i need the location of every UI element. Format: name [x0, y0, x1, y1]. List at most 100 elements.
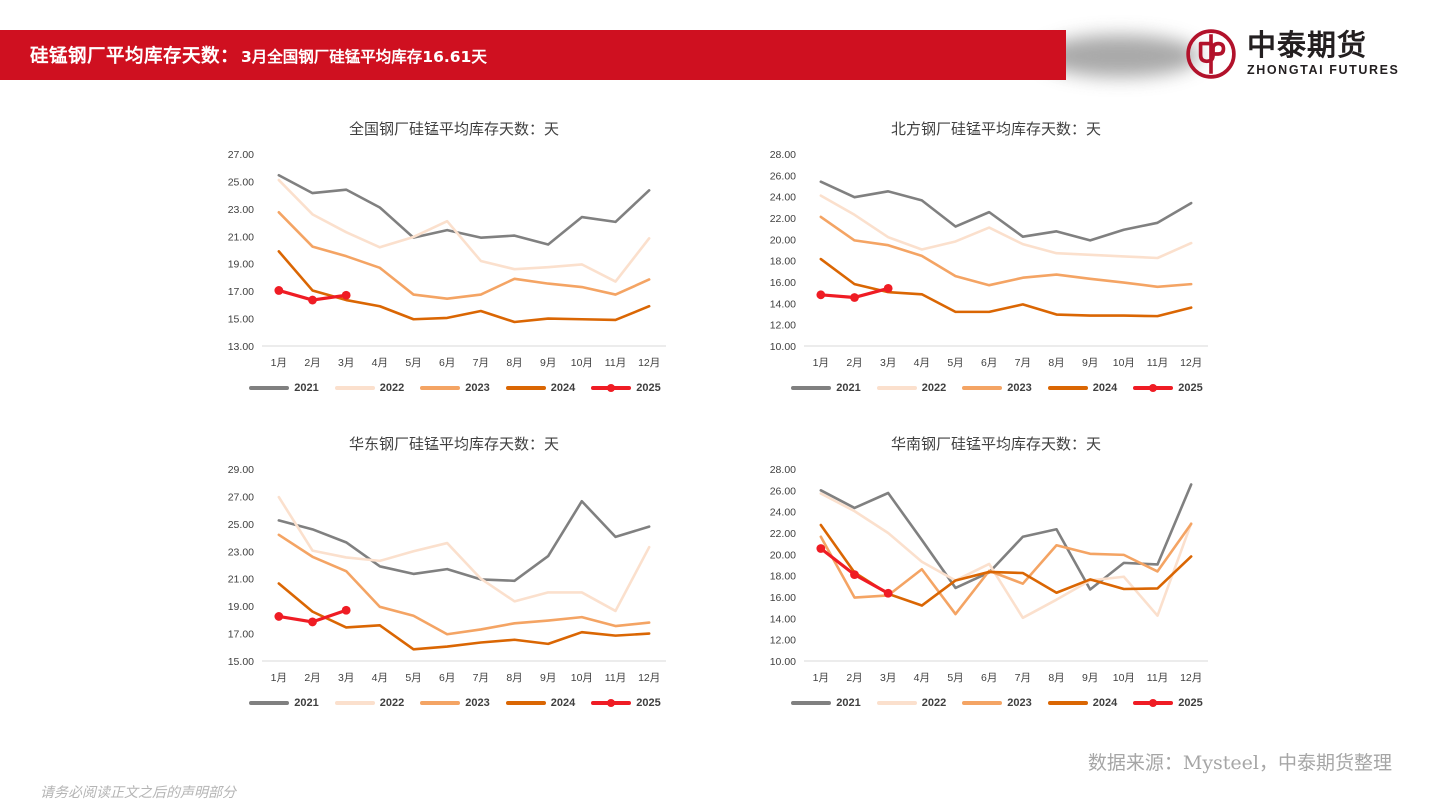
x-axis-tick-label: 7月 [473, 672, 489, 684]
legend-label-2023: 2023 [1007, 382, 1032, 394]
legend-item-2024[interactable]: 2024 [1047, 697, 1118, 709]
legend-item-2025[interactable]: 2025 [1133, 382, 1203, 394]
y-axis-tick-label: 21.00 [228, 574, 254, 586]
legend-item-2021[interactable]: 2021 [791, 382, 861, 394]
legend-swatch-2025 [591, 386, 632, 390]
legend-item-2022[interactable]: 2022 [334, 697, 404, 709]
legend-item-2022[interactable]: 2022 [876, 697, 946, 709]
x-axis-tick-label: 7月 [1015, 672, 1031, 684]
legend-label-2021: 2021 [836, 697, 861, 709]
legend-item-2024[interactable]: 2024 [1047, 382, 1117, 394]
legend-swatch-2021 [249, 701, 290, 705]
x-axis-tick-label: 10月 [1113, 357, 1135, 369]
legend-item-2021[interactable]: 2021 [249, 382, 319, 394]
y-axis-tick-label: 15.00 [228, 656, 254, 668]
y-axis-tick-label: 24.00 [770, 507, 796, 519]
legend-label-2025: 2025 [1178, 697, 1203, 709]
x-axis-tick-label: 1月 [813, 672, 829, 684]
y-axis-tick-label: 20.00 [770, 549, 796, 561]
y-axis-tick-label: 15.00 [228, 314, 254, 326]
series-line-2023 [819, 522, 1193, 616]
x-axis-tick-label: 12月 [1180, 357, 1202, 369]
legend-label-2024: 2024 [1092, 697, 1118, 709]
legend-item-2024[interactable]: 2024 [505, 382, 575, 394]
x-axis-tick-label: 3月 [338, 672, 354, 684]
series-marker-2025 [341, 605, 351, 615]
legend-item-2021[interactable]: 2021 [249, 697, 319, 709]
legend-label-2021: 2021 [294, 697, 319, 709]
y-axis-tick-label: 13.00 [228, 341, 254, 353]
chart-title: 华东钢厂硅锰平均库存天数：天 [348, 435, 559, 453]
legend-swatch-2024 [505, 701, 546, 705]
series-marker-2025 [308, 295, 317, 305]
x-axis-tick-label: 9月 [1082, 672, 1098, 684]
chart-legend: 2021 2022 2023 2024 2025 [742, 697, 1222, 709]
x-axis-tick-label: 6月 [439, 357, 455, 369]
legend-item-2025[interactable]: 2025 [1133, 697, 1203, 709]
legend-swatch-2022 [334, 386, 375, 390]
legend-label-2023: 2023 [465, 382, 490, 394]
y-axis-tick-label: 23.00 [228, 204, 254, 216]
legend-item-2022[interactable]: 2022 [876, 382, 946, 394]
line-chart-plot: 13.00 15.00 17.00 19.00 21.00 23.00 25.00 27.00… [228, 149, 666, 369]
series-line-2023 [277, 533, 651, 636]
legend-item-2024[interactable]: 2024 [505, 697, 576, 709]
legend-swatch-2021 [791, 386, 832, 390]
x-axis-tick-label: 8月 [506, 357, 522, 369]
x-axis-tick-label: 4月 [914, 672, 930, 684]
x-axis-tick-label: 8月 [1048, 357, 1064, 369]
legend-item-2025[interactable]: 2025 [591, 382, 661, 394]
series-line-2024 [819, 257, 1193, 318]
series-line-2022 [277, 178, 651, 283]
legend-swatch-2025 [1133, 386, 1174, 390]
legend-item-2022[interactable]: 2022 [334, 382, 405, 394]
series-line-2023 [277, 210, 651, 300]
y-axis-tick-label: 12.00 [770, 635, 796, 647]
zhongtai-circle-logo-icon [1186, 29, 1236, 79]
legend-item-2023[interactable]: 2023 [420, 382, 490, 394]
legend-item-2023[interactable]: 2023 [962, 697, 1032, 709]
legend-label-2024: 2024 [550, 697, 576, 709]
x-axis-tick-label: 6月 [981, 357, 997, 369]
x-axis-tick-label: 4月 [914, 357, 930, 369]
y-axis-tick-label: 23.00 [228, 546, 254, 558]
legend-label-2023: 2023 [1007, 697, 1032, 709]
x-axis-tick-label: 12月 [1180, 672, 1202, 684]
x-axis-tick-label: 9月 [540, 672, 556, 684]
x-axis-tick-label: 10月 [1113, 672, 1135, 684]
x-axis-tick-label: 6月 [981, 672, 997, 684]
x-axis-tick-label: 12月 [638, 672, 660, 684]
y-axis-tick-label: 17.00 [228, 629, 254, 641]
legend-item-2023[interactable]: 2023 [962, 382, 1032, 394]
legend-item-2023[interactable]: 2023 [420, 697, 490, 709]
legend-label-2025: 2025 [1178, 382, 1203, 394]
legend-swatch-2023 [962, 386, 1003, 390]
legend-swatch-2023 [420, 701, 461, 705]
line-chart-plot: 15.00 17.00 19.00 21.00 23.00 25.00 27.00 29.00… [228, 464, 666, 684]
series-line-2022 [819, 492, 1193, 620]
series-marker-2025 [850, 570, 859, 579]
series-marker-2025 [341, 290, 351, 300]
legend-label-2025: 2025 [636, 382, 661, 394]
y-axis-tick-label: 27.00 [228, 149, 254, 161]
legend-swatch-2021 [249, 386, 290, 390]
y-axis-tick-label: 12.00 [770, 320, 796, 332]
chart-title: 华南钢厂硅锰平均库存天数：天 [890, 435, 1101, 453]
y-axis-tick-label: 27.00 [228, 491, 254, 503]
legend-label-2021: 2021 [294, 382, 319, 394]
page-subtitle: 3月全国钢厂硅锰平均库存16.61天 [241, 48, 487, 66]
y-axis-tick-label: 22.00 [770, 528, 796, 540]
legend-item-2021[interactable]: 2021 [791, 697, 861, 709]
legend-label-2023: 2023 [465, 697, 490, 709]
x-axis-tick-label: 4月 [372, 672, 388, 684]
disclaimer-note: 请务必阅读正文之后的声明部分 [40, 785, 236, 801]
x-axis-tick-label: 11月 [605, 672, 626, 684]
y-axis-tick-label: 20.00 [770, 234, 796, 246]
y-axis-tick-label: 25.00 [228, 176, 254, 188]
legend-item-2025[interactable]: 2025 [591, 697, 661, 709]
legend-label-2022: 2022 [379, 382, 405, 394]
y-axis-tick-label: 19.00 [228, 259, 254, 271]
y-axis-tick-label: 19.00 [228, 601, 254, 613]
series-line-2023 [819, 215, 1193, 289]
